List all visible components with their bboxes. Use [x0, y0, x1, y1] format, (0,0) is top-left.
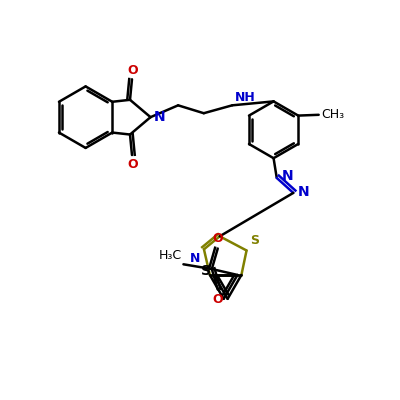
- Text: NH: NH: [234, 91, 255, 104]
- Text: O: O: [212, 293, 223, 306]
- Text: N: N: [154, 110, 165, 124]
- Text: N: N: [190, 252, 200, 266]
- Text: O: O: [127, 64, 138, 76]
- Text: O: O: [127, 158, 138, 171]
- Text: S: S: [201, 264, 211, 278]
- Text: H₃C: H₃C: [158, 249, 182, 262]
- Text: O: O: [212, 232, 223, 245]
- Text: S: S: [250, 234, 259, 246]
- Text: N: N: [282, 169, 293, 183]
- Text: N: N: [298, 185, 310, 199]
- Text: CH₃: CH₃: [321, 108, 344, 121]
